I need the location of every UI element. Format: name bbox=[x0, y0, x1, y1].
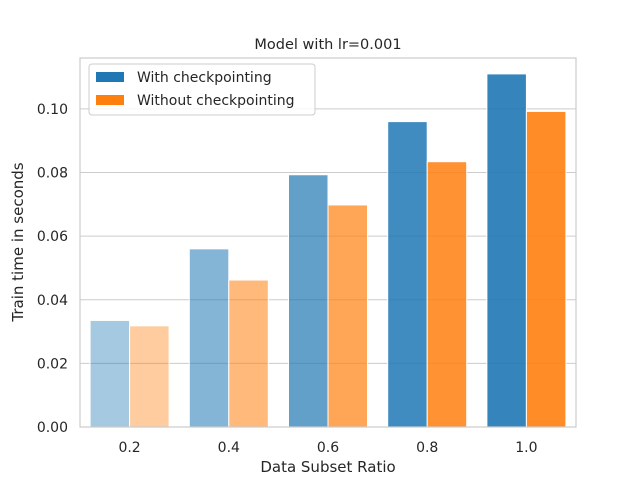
tick-labels: 0.00 0.02 0.04 0.06 0.08 0.10 0.2 0.4 0.6 0.8 1.0 bbox=[37, 102, 538, 456]
bar-without-checkpointing bbox=[228, 279, 269, 428]
x-axis-label: Data Subset Ratio bbox=[260, 458, 395, 476]
bar-without-checkpointing bbox=[525, 110, 567, 428]
plot-area-frame bbox=[79, 57, 577, 428]
bar-with-checkpointing bbox=[288, 174, 329, 428]
chart-title: Model with lr=0.001 bbox=[254, 37, 401, 53]
y-tick-label: 0.02 bbox=[37, 356, 68, 372]
x-tick-label: 0.8 bbox=[416, 440, 438, 456]
bars bbox=[89, 73, 567, 428]
x-tick-label: 0.6 bbox=[317, 440, 339, 456]
bar-with-checkpointing bbox=[387, 121, 428, 428]
legend-label-with-checkpointing: With checkpointing bbox=[137, 70, 272, 86]
x-tick-label: 1.0 bbox=[515, 440, 537, 456]
x-tick-label: 0.2 bbox=[118, 440, 140, 456]
bar-without-checkpointing bbox=[129, 325, 170, 428]
legend-swatch-without-checkpointing bbox=[96, 95, 124, 105]
legend: With checkpointing Without checkpointing bbox=[88, 63, 316, 116]
y-tick-label: 0.00 bbox=[37, 420, 68, 436]
bar-with-checkpointing bbox=[89, 319, 131, 428]
y-tick-label: 0.04 bbox=[37, 293, 68, 309]
bar-without-checkpointing bbox=[426, 161, 468, 428]
y-tick-label: 0.06 bbox=[37, 229, 68, 245]
bar-with-checkpointing bbox=[486, 73, 527, 428]
x-tick-label: 0.4 bbox=[218, 440, 240, 456]
legend-box bbox=[88, 63, 316, 116]
legend-swatch-with-checkpointing bbox=[96, 72, 124, 82]
y-tick-label: 0.08 bbox=[37, 166, 68, 182]
bar-with-checkpointing bbox=[188, 248, 230, 428]
y-axis-label: Train time in seconds bbox=[9, 162, 27, 322]
bar-without-checkpointing bbox=[327, 204, 368, 428]
y-tick-label: 0.10 bbox=[37, 102, 68, 118]
legend-label-without-checkpointing: Without checkpointing bbox=[137, 93, 295, 109]
